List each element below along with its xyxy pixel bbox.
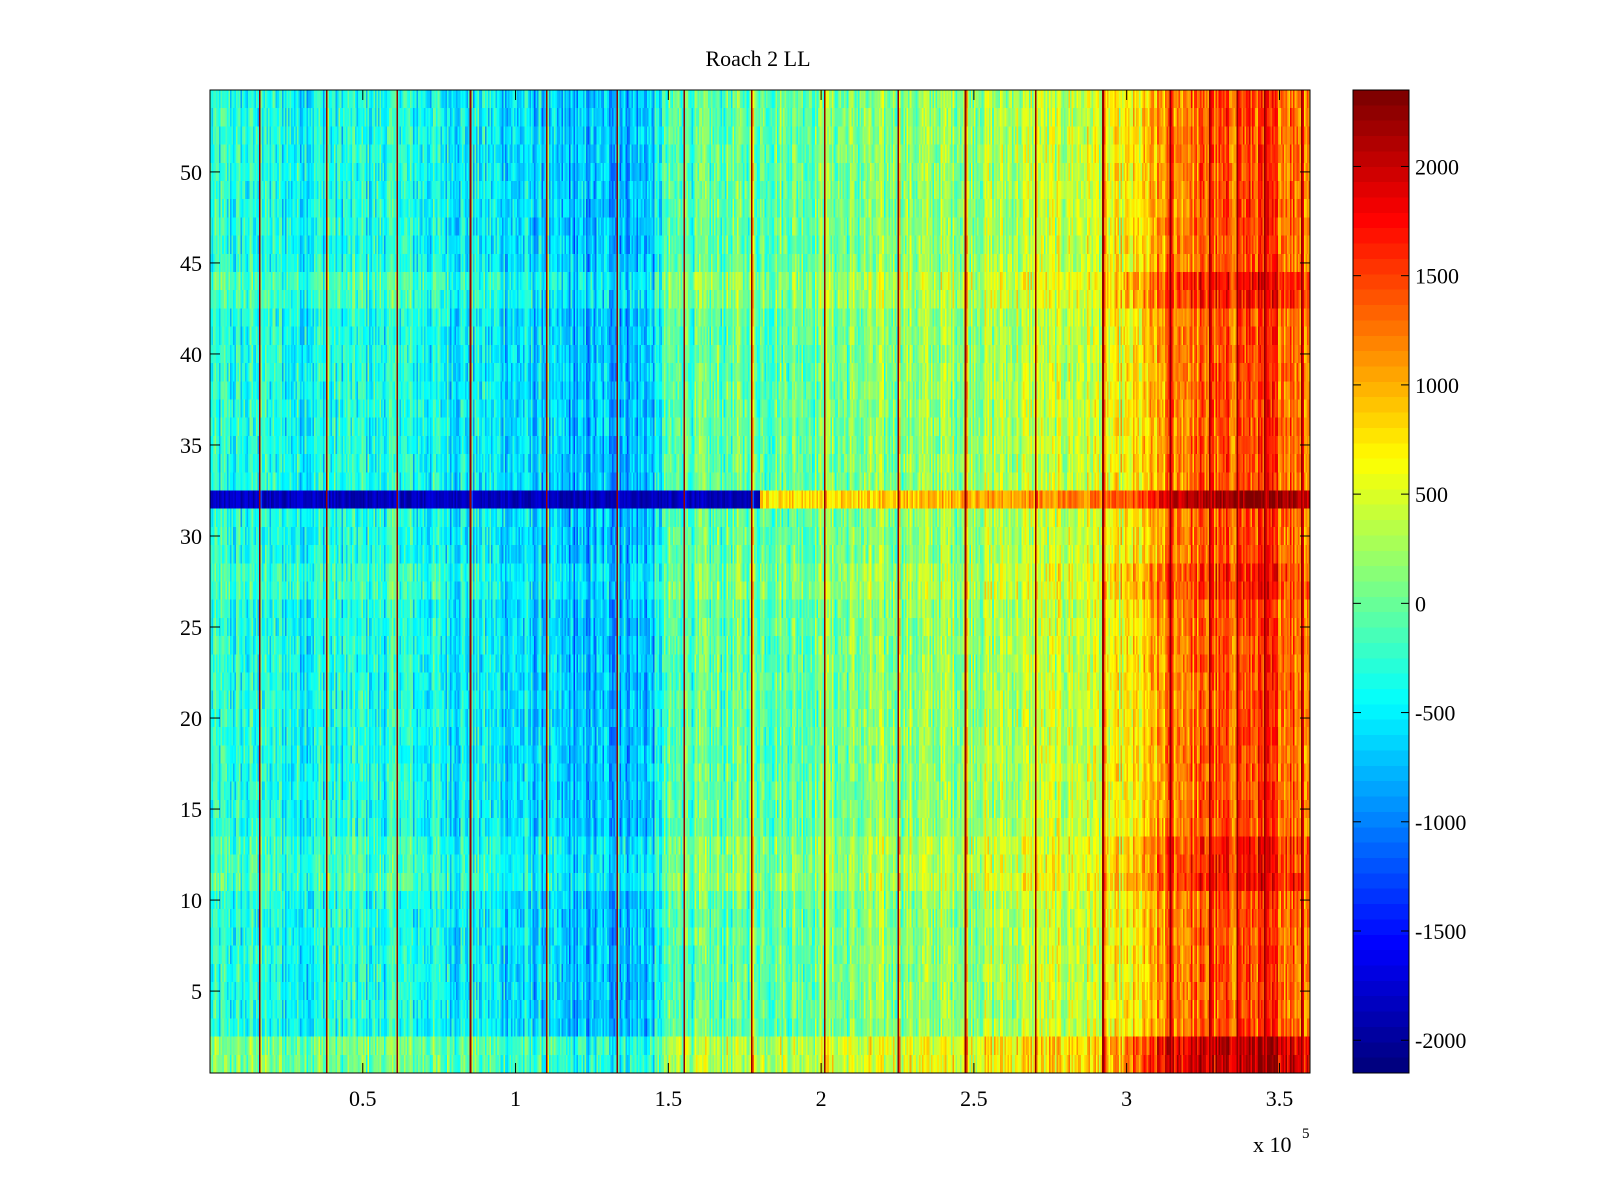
y-tick-label: 10 [180,888,202,913]
x-multiplier-base: x 10 [1253,1132,1292,1157]
colorbar-tick-label: -1000 [1415,810,1466,835]
x-tick-label: 0.5 [349,1086,377,1111]
x-tick-label: 3.5 [1266,1086,1294,1111]
colorbar-tick-label: 2000 [1415,154,1459,179]
y-tick-label: 30 [180,524,202,549]
x-multiplier-exponent: 5 [1302,1126,1310,1142]
heatmap-plot-area [209,89,1311,1074]
chart-title: Roach 2 LL [705,46,810,71]
y-axis: 5 10 15 20 25 30 35 40 45 50 [180,160,1310,1004]
colorbar-tick-label: -1500 [1415,919,1466,944]
colorbar-tick-label: -500 [1415,701,1455,726]
heatmap-image [210,90,1310,1073]
y-tick-label: 5 [191,979,202,1004]
x-tick-label: 2.5 [960,1086,988,1111]
colorbar-frame [1352,89,1410,1074]
colorbar-gradient [1353,90,1409,1073]
plot-frame [209,89,1311,1074]
x-tick-label: 3 [1121,1086,1132,1111]
y-tick-label: 50 [180,160,202,185]
y-tick-label: 35 [180,433,202,458]
x-tick-label: 1 [510,1086,521,1111]
x-axis: 0.5 1 1.5 2 2.5 3 3.5 [349,90,1293,1111]
y-tick-label: 40 [180,342,202,367]
colorbar-tick-label: 500 [1415,482,1448,507]
colorbar-tick-label: 0 [1415,591,1426,616]
y-tick-label: 20 [180,706,202,731]
colorbar-tick-label: 1000 [1415,373,1459,398]
colorbar-tick-label: 1500 [1415,264,1459,289]
y-tick-label: 45 [180,251,202,276]
y-tick-label: 25 [180,615,202,640]
x-axis-multiplier: x 10 5 [1253,1126,1310,1157]
y-tick-label: 15 [180,797,202,822]
x-tick-label: 2 [816,1086,827,1111]
colorbar: -2000 -1500 -1000 -500 0 500 1000 1500 2000 [1352,89,1466,1074]
colorbar-tick-label: -2000 [1415,1028,1466,1053]
x-tick-label: 1.5 [655,1086,683,1111]
colorbar-ticks: -2000 -1500 -1000 -500 0 500 1000 1500 2000 [1353,154,1466,1053]
